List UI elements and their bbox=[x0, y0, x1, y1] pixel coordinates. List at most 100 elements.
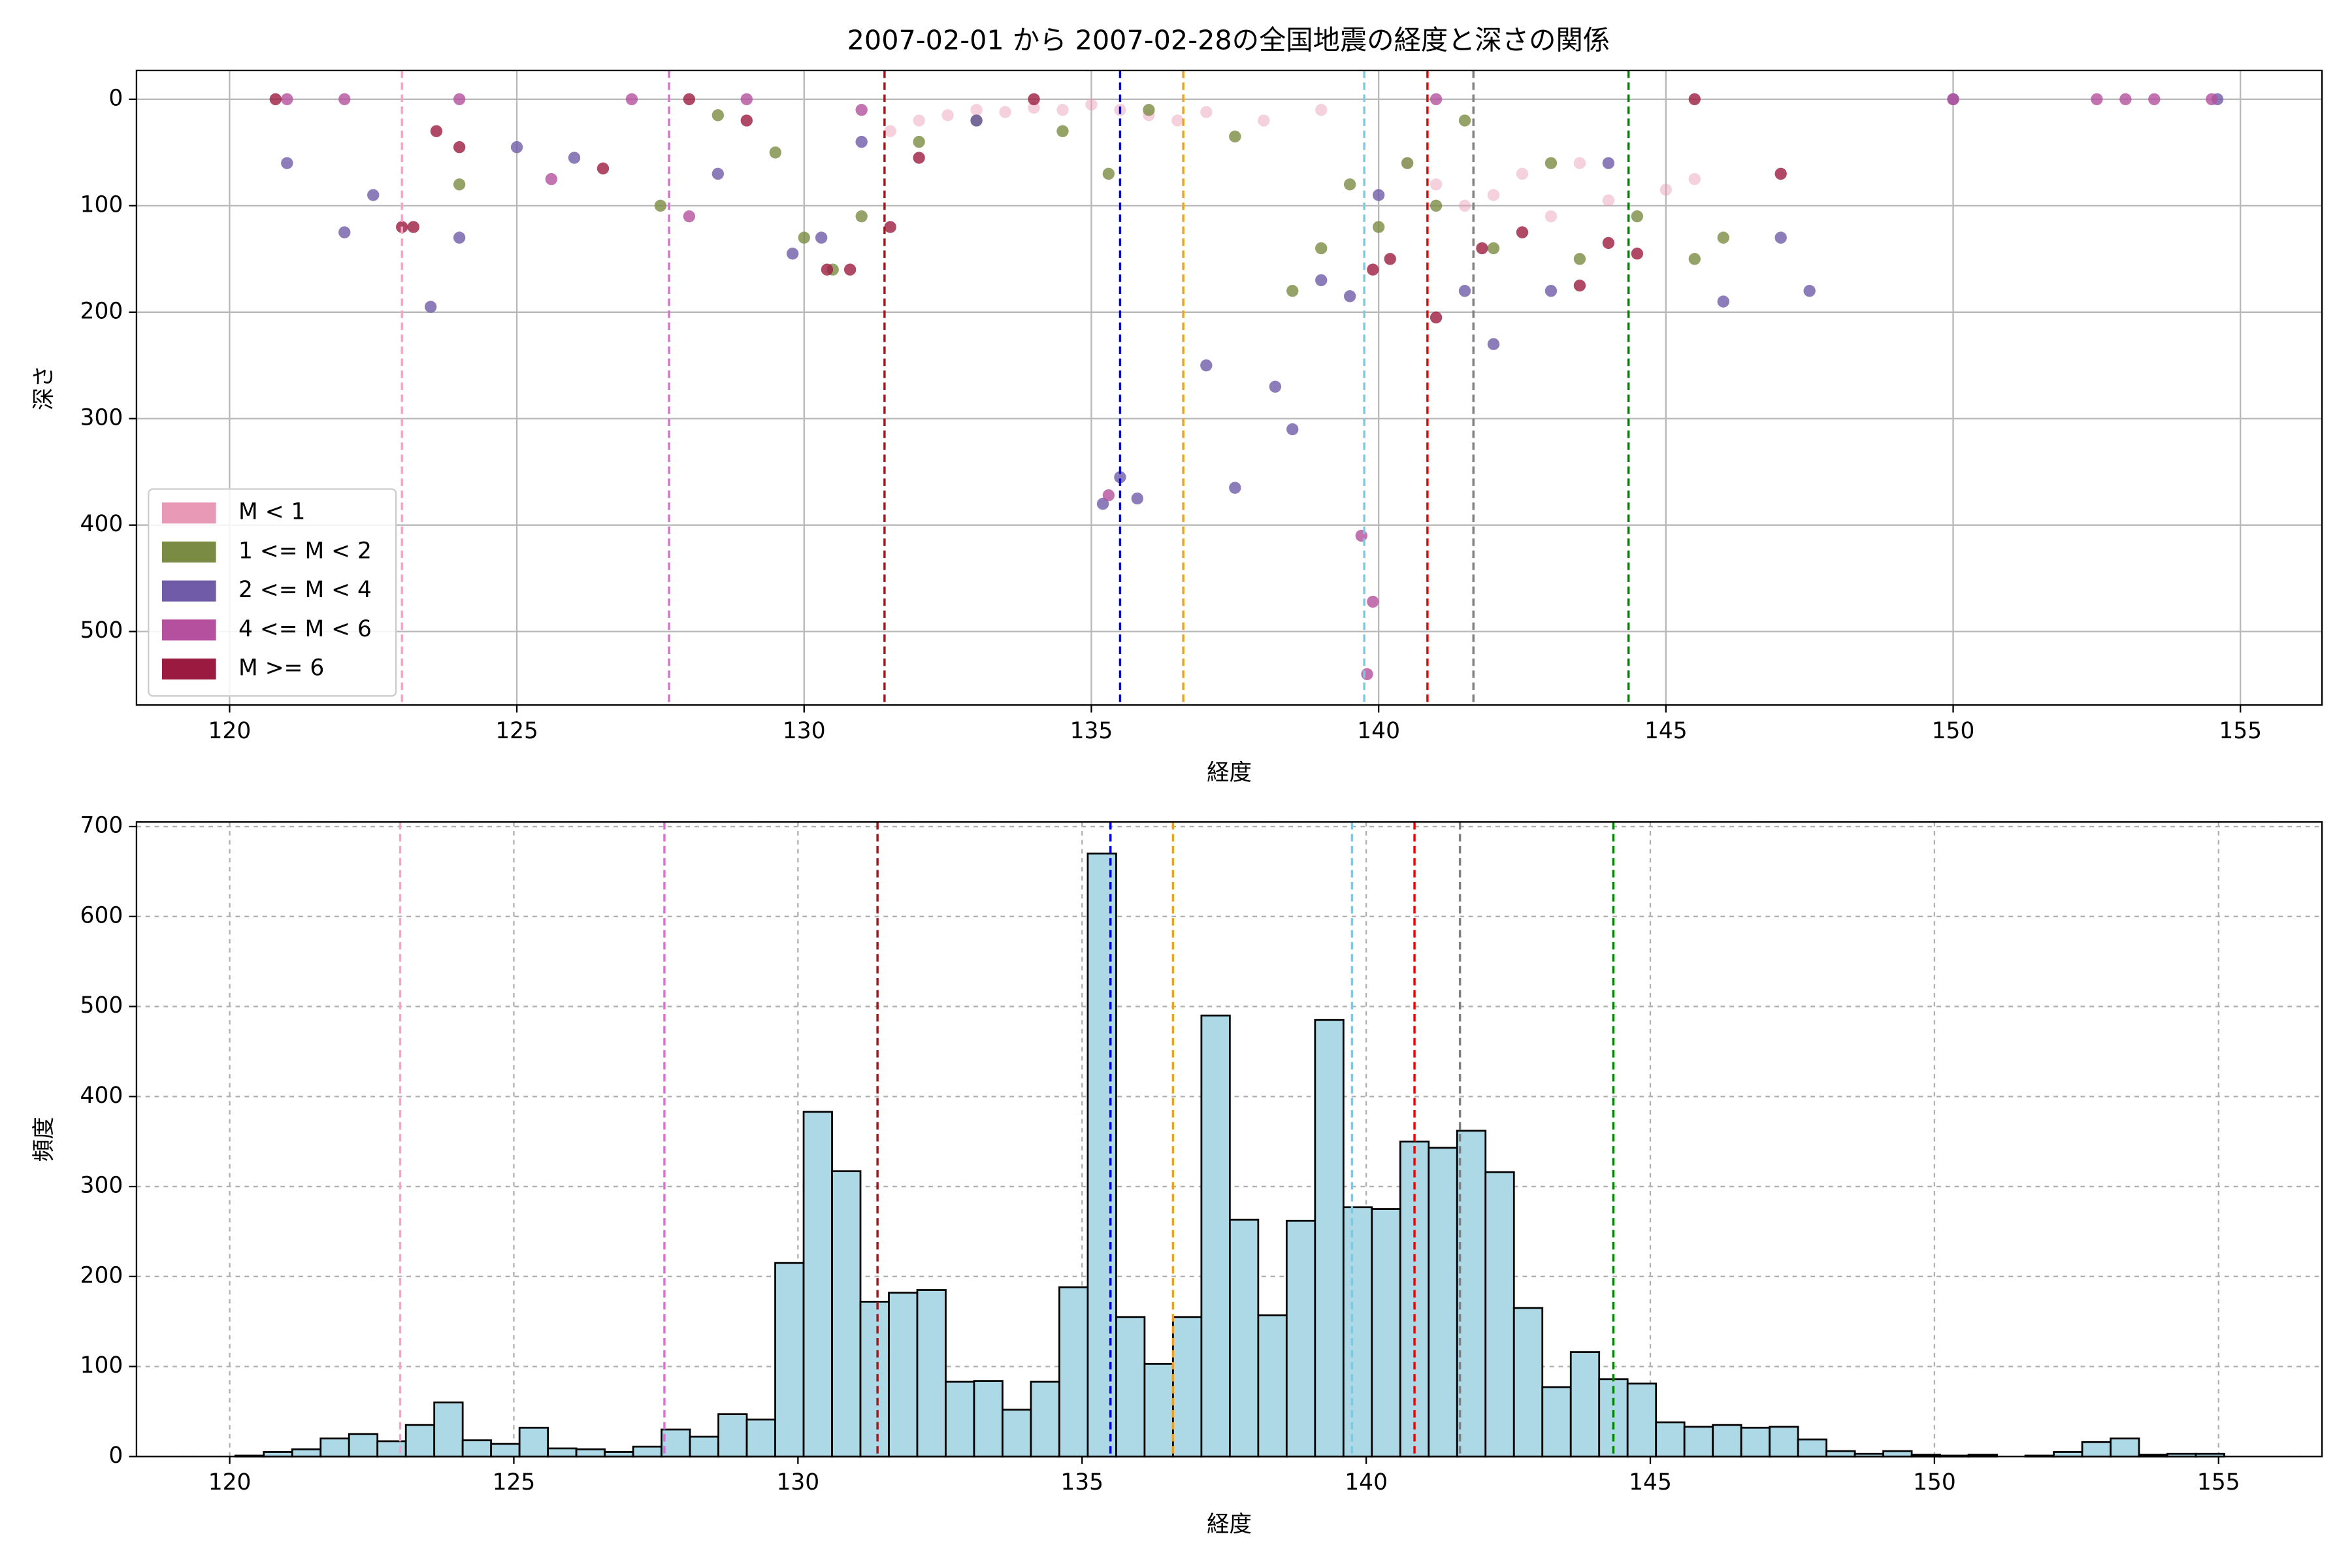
point bbox=[1114, 471, 1126, 483]
point bbox=[1315, 274, 1328, 287]
point bbox=[1573, 279, 1586, 292]
point bbox=[281, 157, 293, 169]
point bbox=[1429, 199, 1443, 212]
bar bbox=[2081, 1441, 2112, 1458]
point bbox=[568, 152, 581, 164]
point bbox=[1688, 93, 1701, 106]
x-tick-label: 155 bbox=[2219, 718, 2262, 744]
bar bbox=[1569, 1351, 1601, 1458]
point bbox=[683, 93, 696, 106]
bar bbox=[376, 1440, 407, 1458]
point bbox=[1516, 167, 1529, 180]
point bbox=[1544, 285, 1558, 297]
x-tick-label: 150 bbox=[1932, 718, 1975, 744]
x-tick-label: 140 bbox=[1345, 1469, 1388, 1495]
point bbox=[1487, 189, 1500, 201]
point bbox=[453, 141, 466, 154]
point bbox=[1372, 189, 1385, 201]
bar bbox=[1541, 1386, 1572, 1458]
bar bbox=[831, 1170, 862, 1458]
bar bbox=[745, 1418, 776, 1458]
point bbox=[2206, 93, 2218, 106]
point bbox=[1947, 93, 1959, 106]
point bbox=[1774, 167, 1787, 180]
point bbox=[1361, 668, 1373, 681]
x-tick-label: 125 bbox=[495, 718, 538, 744]
y-tick-label: 400 bbox=[80, 511, 123, 537]
bar bbox=[1285, 1220, 1316, 1458]
bar bbox=[1456, 1130, 1487, 1458]
point bbox=[1659, 184, 1673, 196]
point bbox=[1229, 130, 1241, 143]
point bbox=[1143, 104, 1155, 116]
point bbox=[430, 125, 443, 137]
point bbox=[1367, 595, 1379, 608]
point bbox=[1458, 285, 1471, 297]
x-axis-label: 経度 bbox=[1207, 1511, 1252, 1537]
y-tick-label: 100 bbox=[80, 191, 123, 218]
point bbox=[1429, 93, 1443, 106]
point bbox=[545, 172, 558, 186]
point bbox=[453, 231, 466, 244]
bar bbox=[1712, 1424, 1742, 1458]
point bbox=[1602, 237, 1615, 250]
point bbox=[1269, 380, 1282, 393]
point bbox=[855, 210, 868, 223]
bar bbox=[319, 1437, 350, 1458]
point bbox=[1286, 423, 1299, 436]
point bbox=[1102, 167, 1115, 180]
bar bbox=[291, 1448, 322, 1458]
point bbox=[1096, 497, 1109, 510]
x-tick-label: 125 bbox=[493, 1469, 536, 1495]
bar bbox=[661, 1428, 691, 1458]
point bbox=[798, 231, 810, 244]
y-tick-label: 0 bbox=[108, 1443, 123, 1469]
bar bbox=[1086, 853, 1117, 1458]
point bbox=[1343, 290, 1356, 302]
bar bbox=[348, 1433, 379, 1458]
bar bbox=[1257, 1314, 1288, 1458]
point bbox=[1573, 157, 1586, 169]
point bbox=[855, 104, 868, 116]
y-tick-label: 300 bbox=[80, 404, 123, 431]
legend-label: 1 <= M < 2 bbox=[238, 538, 372, 564]
point bbox=[1602, 157, 1615, 169]
bar bbox=[1428, 1147, 1458, 1458]
bar bbox=[1314, 1019, 1345, 1458]
x-tick-label: 155 bbox=[2197, 1469, 2240, 1495]
point bbox=[1286, 285, 1299, 297]
point bbox=[843, 263, 857, 276]
x-tick-label: 130 bbox=[783, 718, 826, 744]
point bbox=[654, 199, 667, 212]
plot-frame bbox=[135, 69, 2323, 706]
point bbox=[1355, 529, 1367, 542]
point bbox=[453, 178, 466, 191]
bar bbox=[1115, 1316, 1146, 1458]
point bbox=[407, 221, 419, 233]
point bbox=[1688, 172, 1701, 186]
point bbox=[913, 114, 925, 127]
x-tick-label: 150 bbox=[1913, 1469, 1956, 1495]
point bbox=[740, 114, 753, 127]
point bbox=[2091, 93, 2103, 106]
point bbox=[1602, 194, 1615, 206]
bar bbox=[1512, 1307, 1544, 1458]
x-axis-label: 経度 bbox=[1207, 760, 1252, 786]
x-tick-label: 120 bbox=[208, 1469, 252, 1495]
point bbox=[1229, 482, 1241, 494]
point bbox=[1372, 221, 1385, 233]
bar bbox=[461, 1439, 493, 1458]
y-tick-label: 600 bbox=[80, 902, 123, 928]
point bbox=[970, 104, 983, 116]
point bbox=[1171, 114, 1184, 127]
bar bbox=[888, 1292, 919, 1458]
point bbox=[1516, 226, 1529, 238]
point bbox=[1803, 285, 1816, 297]
point bbox=[1774, 231, 1787, 244]
bar bbox=[1002, 1409, 1032, 1458]
x-tick-label: 135 bbox=[1070, 718, 1113, 744]
point bbox=[769, 146, 781, 159]
point bbox=[1200, 106, 1213, 118]
point bbox=[1056, 125, 1069, 137]
